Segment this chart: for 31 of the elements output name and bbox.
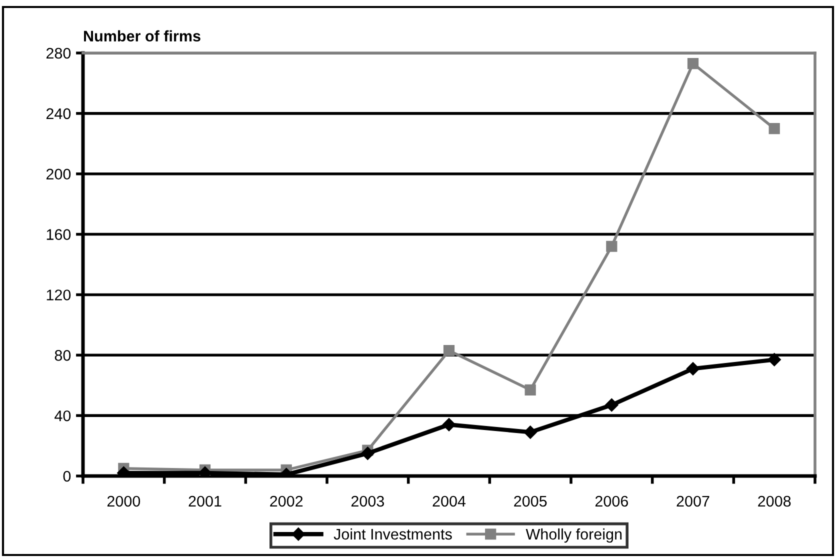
y-tick-label: 120 — [46, 290, 71, 300]
y-tick-label: 240 — [46, 108, 71, 120]
y-axis-title: Number of firms — [84, 30, 200, 42]
x-tick-label: 2000 — [107, 496, 140, 507]
x-tick-label: 2006 — [595, 496, 628, 507]
legend-label: Wholly foreign — [526, 528, 622, 543]
point — [361, 446, 374, 460]
x-tick-label: 2005 — [514, 496, 547, 507]
point — [442, 418, 456, 432]
x-tick-label: 2007 — [676, 496, 710, 507]
y-tick-label: 40 — [54, 410, 71, 422]
point — [605, 398, 618, 412]
point — [686, 362, 700, 376]
point — [768, 122, 780, 134]
point — [524, 384, 536, 396]
point — [687, 58, 699, 70]
x-tick-label: 2003 — [351, 496, 384, 507]
y-tick-label: 80 — [54, 350, 71, 361]
x-tick-label: 2004 — [432, 496, 466, 507]
point — [443, 345, 455, 356]
y-tick-label: 160 — [46, 229, 71, 240]
x-tick-label: 2002 — [270, 496, 303, 507]
legend-label: Joint Investments — [334, 528, 452, 540]
y-tick-label: 280 — [46, 48, 71, 59]
y-tick-label: 0 — [63, 470, 71, 482]
y-tick-label: 200 — [46, 168, 71, 180]
point — [768, 353, 781, 366]
x-tick-label: 2008 — [758, 496, 791, 507]
point — [524, 426, 537, 439]
point — [606, 240, 618, 252]
x-tick-label: 2001 — [188, 496, 222, 507]
